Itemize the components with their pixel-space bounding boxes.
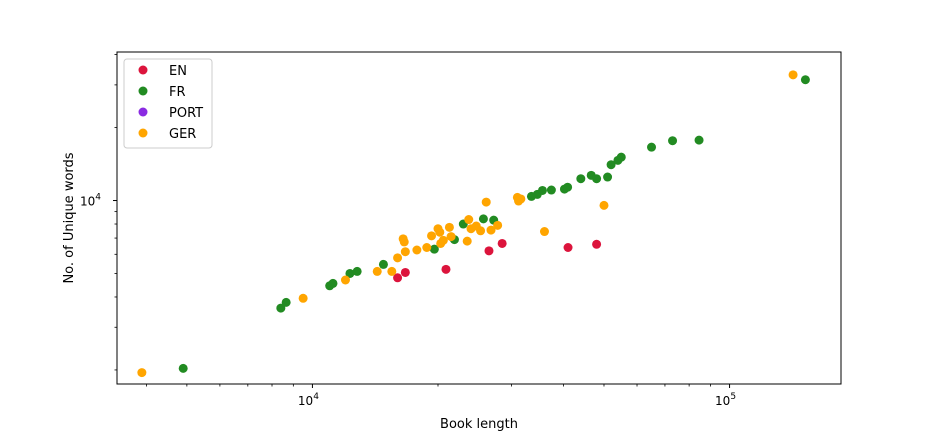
legend-box — [123, 58, 213, 149]
data-point-en-2 — [441, 264, 451, 274]
data-point-fr-6 — [352, 266, 362, 276]
data-point-ger-17 — [446, 232, 456, 242]
data-point-fr-16 — [546, 185, 556, 195]
data-point-ger-11 — [427, 231, 437, 241]
data-point-ger-18 — [462, 236, 472, 246]
legend-label-ger: GER — [169, 127, 196, 142]
x-tick-label-1: 105 — [715, 392, 736, 408]
plot-frame — [116, 51, 842, 385]
data-point-ger-0 — [137, 368, 147, 378]
data-point-ger-13 — [435, 227, 445, 237]
data-point-fr-25 — [616, 152, 626, 162]
data-point-ger-30 — [599, 200, 609, 210]
data-point-ger-19 — [464, 215, 474, 225]
data-point-ger-1 — [298, 293, 308, 303]
x-axis-label: Book length — [440, 417, 518, 432]
data-point-ger-25 — [493, 220, 503, 230]
data-point-fr-18 — [563, 182, 573, 192]
data-point-en-6 — [592, 239, 602, 249]
data-point-fr-29 — [800, 75, 810, 85]
data-point-fr-22 — [603, 172, 613, 182]
data-point-ger-24 — [486, 225, 496, 235]
data-point-fr-19 — [576, 174, 586, 184]
data-point-en-3 — [484, 246, 494, 256]
legend-marker-en — [138, 65, 148, 75]
x-tick-label-0: 104 — [298, 392, 319, 408]
legend-label-en: EN — [169, 64, 187, 79]
data-point-fr-21 — [592, 174, 602, 184]
data-point-fr-5 — [345, 268, 355, 278]
data-point-ger-22 — [476, 226, 486, 236]
data-point-ger-31 — [788, 70, 798, 80]
data-point-ger-8 — [400, 247, 410, 257]
data-point-ger-5 — [393, 253, 403, 263]
points-layer — [137, 70, 810, 378]
legend-label-port: PORT — [169, 106, 203, 121]
data-point-fr-26 — [647, 142, 657, 152]
plot-area — [117, 52, 841, 384]
data-point-ger-2 — [340, 275, 350, 285]
legend: EN FR PORT GER — [123, 58, 213, 149]
data-point-ger-7 — [399, 237, 409, 247]
data-point-ger-28 — [516, 194, 526, 204]
data-point-fr-23 — [606, 160, 616, 170]
data-point-en-5 — [563, 243, 573, 253]
y-axis-label: No. of Unique words — [62, 152, 77, 283]
data-point-ger-15 — [438, 235, 448, 245]
legend-label-fr: FR — [169, 85, 186, 100]
data-point-fr-8 — [429, 244, 439, 254]
data-point-en-1 — [400, 267, 410, 277]
y-tick-label-0: 104 — [80, 193, 101, 209]
legend-marker-ger — [138, 128, 148, 138]
legend-marker-port — [138, 107, 148, 117]
data-point-fr-2 — [281, 297, 291, 307]
data-point-ger-29 — [539, 227, 549, 237]
legend-marker-fr — [138, 86, 148, 96]
data-point-fr-0 — [178, 363, 188, 373]
data-point-ger-16 — [444, 222, 454, 232]
data-point-fr-4 — [328, 278, 338, 288]
data-point-fr-1 — [276, 303, 286, 313]
data-point-ger-3 — [372, 266, 382, 276]
data-point-ger-23 — [481, 197, 491, 207]
data-point-en-4 — [497, 238, 507, 248]
data-point-en-0 — [393, 273, 403, 283]
data-point-fr-15 — [537, 185, 547, 195]
data-point-fr-28 — [694, 135, 704, 145]
data-point-fr-11 — [478, 214, 488, 224]
data-point-fr-7 — [378, 259, 388, 269]
data-point-ger-9 — [412, 245, 422, 255]
data-point-ger-10 — [422, 243, 432, 253]
data-point-fr-27 — [668, 136, 678, 146]
data-point-ger-4 — [387, 266, 397, 276]
